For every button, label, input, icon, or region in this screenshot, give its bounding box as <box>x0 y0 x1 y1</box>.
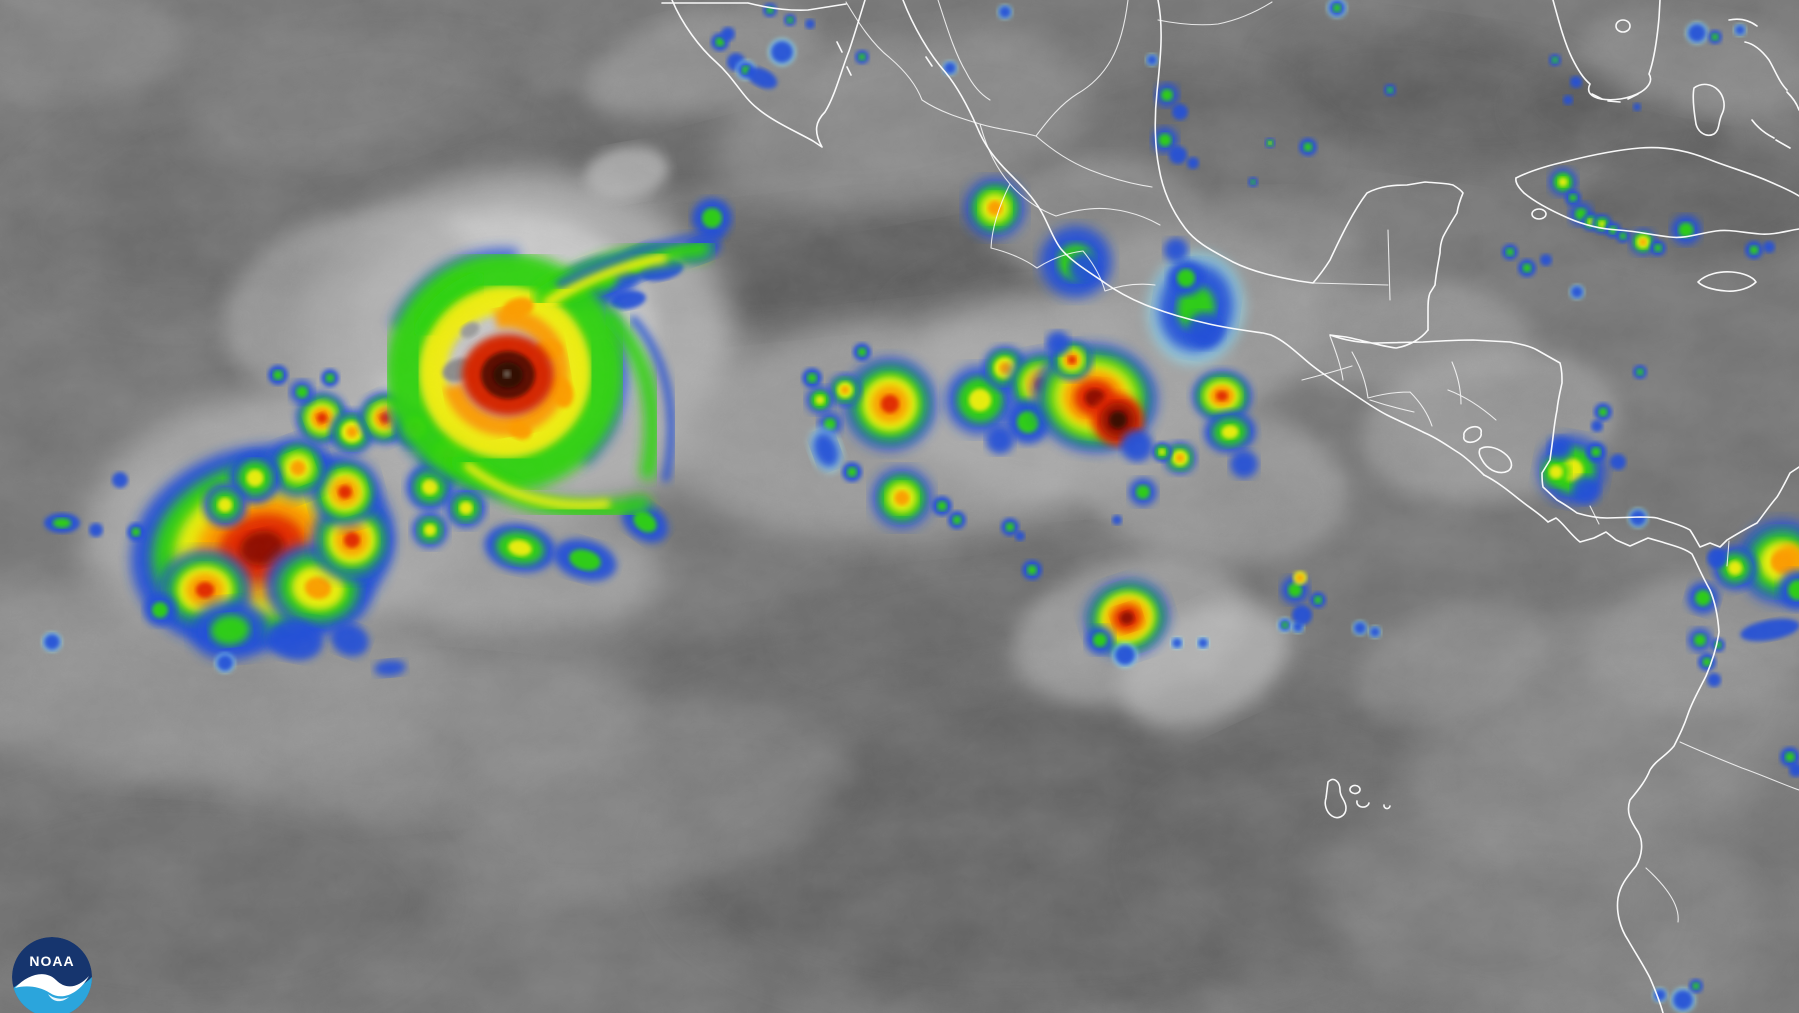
coast-nicaragua-lakes <box>1462 425 1513 474</box>
border-central-mexico-1 <box>979 123 1161 226</box>
border-guatemala-chiapas <box>1301 335 1433 427</box>
border-honduras-nicaragua <box>1447 361 1497 421</box>
border-central-mexico-2 <box>1035 135 1153 188</box>
coast-cuba-south <box>1515 177 1799 239</box>
coast-us-mexico-border <box>661 2 847 11</box>
border-colombia-ecuador <box>1679 741 1799 791</box>
coast-baja-california <box>671 0 866 148</box>
coast-jamaica <box>1697 271 1757 292</box>
coast-florida-keys <box>1591 93 1639 103</box>
border-costa-rica-panama <box>1589 505 1730 567</box>
border-north-mexico <box>845 1 1037 137</box>
coast-gulf-mexico-yucatan <box>1154 0 1464 331</box>
border-jalisco-michoacan <box>990 183 1156 292</box>
coast-bahamas <box>1692 18 1799 149</box>
coast-isle-of-youth <box>1531 208 1547 220</box>
coast-gulf-california-islands <box>836 41 933 76</box>
border-sonora <box>937 0 991 101</box>
noaa-logo-text: NOAA <box>29 953 75 969</box>
coast-caribbean-central-america <box>1329 329 1799 548</box>
coast-mexico-pacific <box>902 0 1485 476</box>
noaa-logo-graphic <box>12 937 92 1013</box>
coast-galapagos-islands <box>1324 778 1391 819</box>
coast-central-america-pacific-south-america <box>1483 474 1720 1013</box>
noaa-logo: NOAA <box>12 937 92 1013</box>
noaa-seagull-tail <box>48 994 69 1002</box>
coast-cuba-north <box>1515 146 1799 197</box>
border-ecuador-peru <box>1645 867 1679 923</box>
state-borders-overlay <box>845 0 1799 923</box>
coastline-overlay <box>661 0 1799 1013</box>
border-tamaulipas <box>1157 1 1273 26</box>
noaa-seagull-icon <box>15 974 89 997</box>
border-chihuahua-coahuila <box>1035 0 1129 137</box>
border-yucatan-belize <box>1312 229 1391 301</box>
